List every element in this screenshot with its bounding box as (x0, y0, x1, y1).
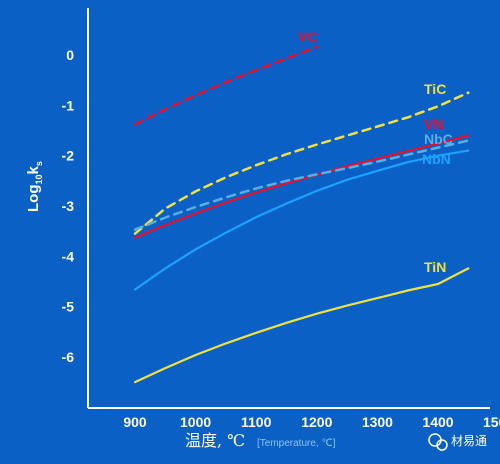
y-axis-title: Log10ks (25, 161, 44, 212)
series-label-vc: VC (298, 29, 317, 45)
y-axis-title-base: Log (25, 185, 42, 213)
y-axis-title-sub2: s (34, 161, 44, 166)
y-tick-label: 0 (66, 47, 74, 63)
x-tick-label: 1200 (301, 414, 332, 430)
y-tick-label: -1 (62, 97, 75, 113)
x-tick-label: 1300 (362, 414, 393, 430)
y-tick-label: -6 (62, 349, 75, 365)
series-label-nbn: NbN (422, 151, 451, 167)
series-label-nbc: NbC (424, 131, 453, 147)
series-label-vn: VN (424, 116, 443, 132)
svg-text:Log10ks: Log10ks (25, 161, 44, 212)
x-tick-labels: 900 1000 1100 1200 1300 1400 1500 (123, 414, 500, 430)
series-line-tic (133, 91, 470, 235)
y-tick-label: -4 (62, 248, 75, 264)
series-lines (133, 45, 470, 384)
series-line-nbc (133, 139, 470, 231)
watermark: 材易通 (428, 433, 487, 451)
series-line-vc (133, 45, 319, 126)
series-line-vn (133, 134, 470, 239)
series-label-tin: TiN (424, 259, 446, 275)
series-line-nbn (133, 149, 470, 291)
y-tick-label: -5 (62, 299, 75, 315)
y-axis-title-sub1: 10 (34, 174, 44, 184)
y-axis-title-mid: k (25, 165, 42, 174)
series-line-tin (133, 267, 470, 384)
y-tick-labels: 0 -1 -2 -3 -4 -5 -6 (62, 47, 75, 365)
x-tick-label: 1500 (483, 414, 500, 430)
x-tick-label: 1400 (422, 414, 453, 430)
x-tick-label: 1000 (180, 414, 211, 430)
x-tick-label: 900 (123, 414, 147, 430)
series-label-tic: TiC (424, 81, 446, 97)
watermark-text: 材易通 (451, 434, 487, 448)
y-tick-label: -2 (62, 148, 75, 164)
x-axis-subtitle: [Temperature, ℃] (257, 438, 336, 449)
y-tick-label: -3 (62, 198, 75, 214)
axes (87, 8, 490, 409)
x-axis-title: 温度, ℃ (185, 431, 245, 450)
wechat-icon (428, 433, 448, 451)
x-tick-label: 1100 (241, 414, 272, 430)
